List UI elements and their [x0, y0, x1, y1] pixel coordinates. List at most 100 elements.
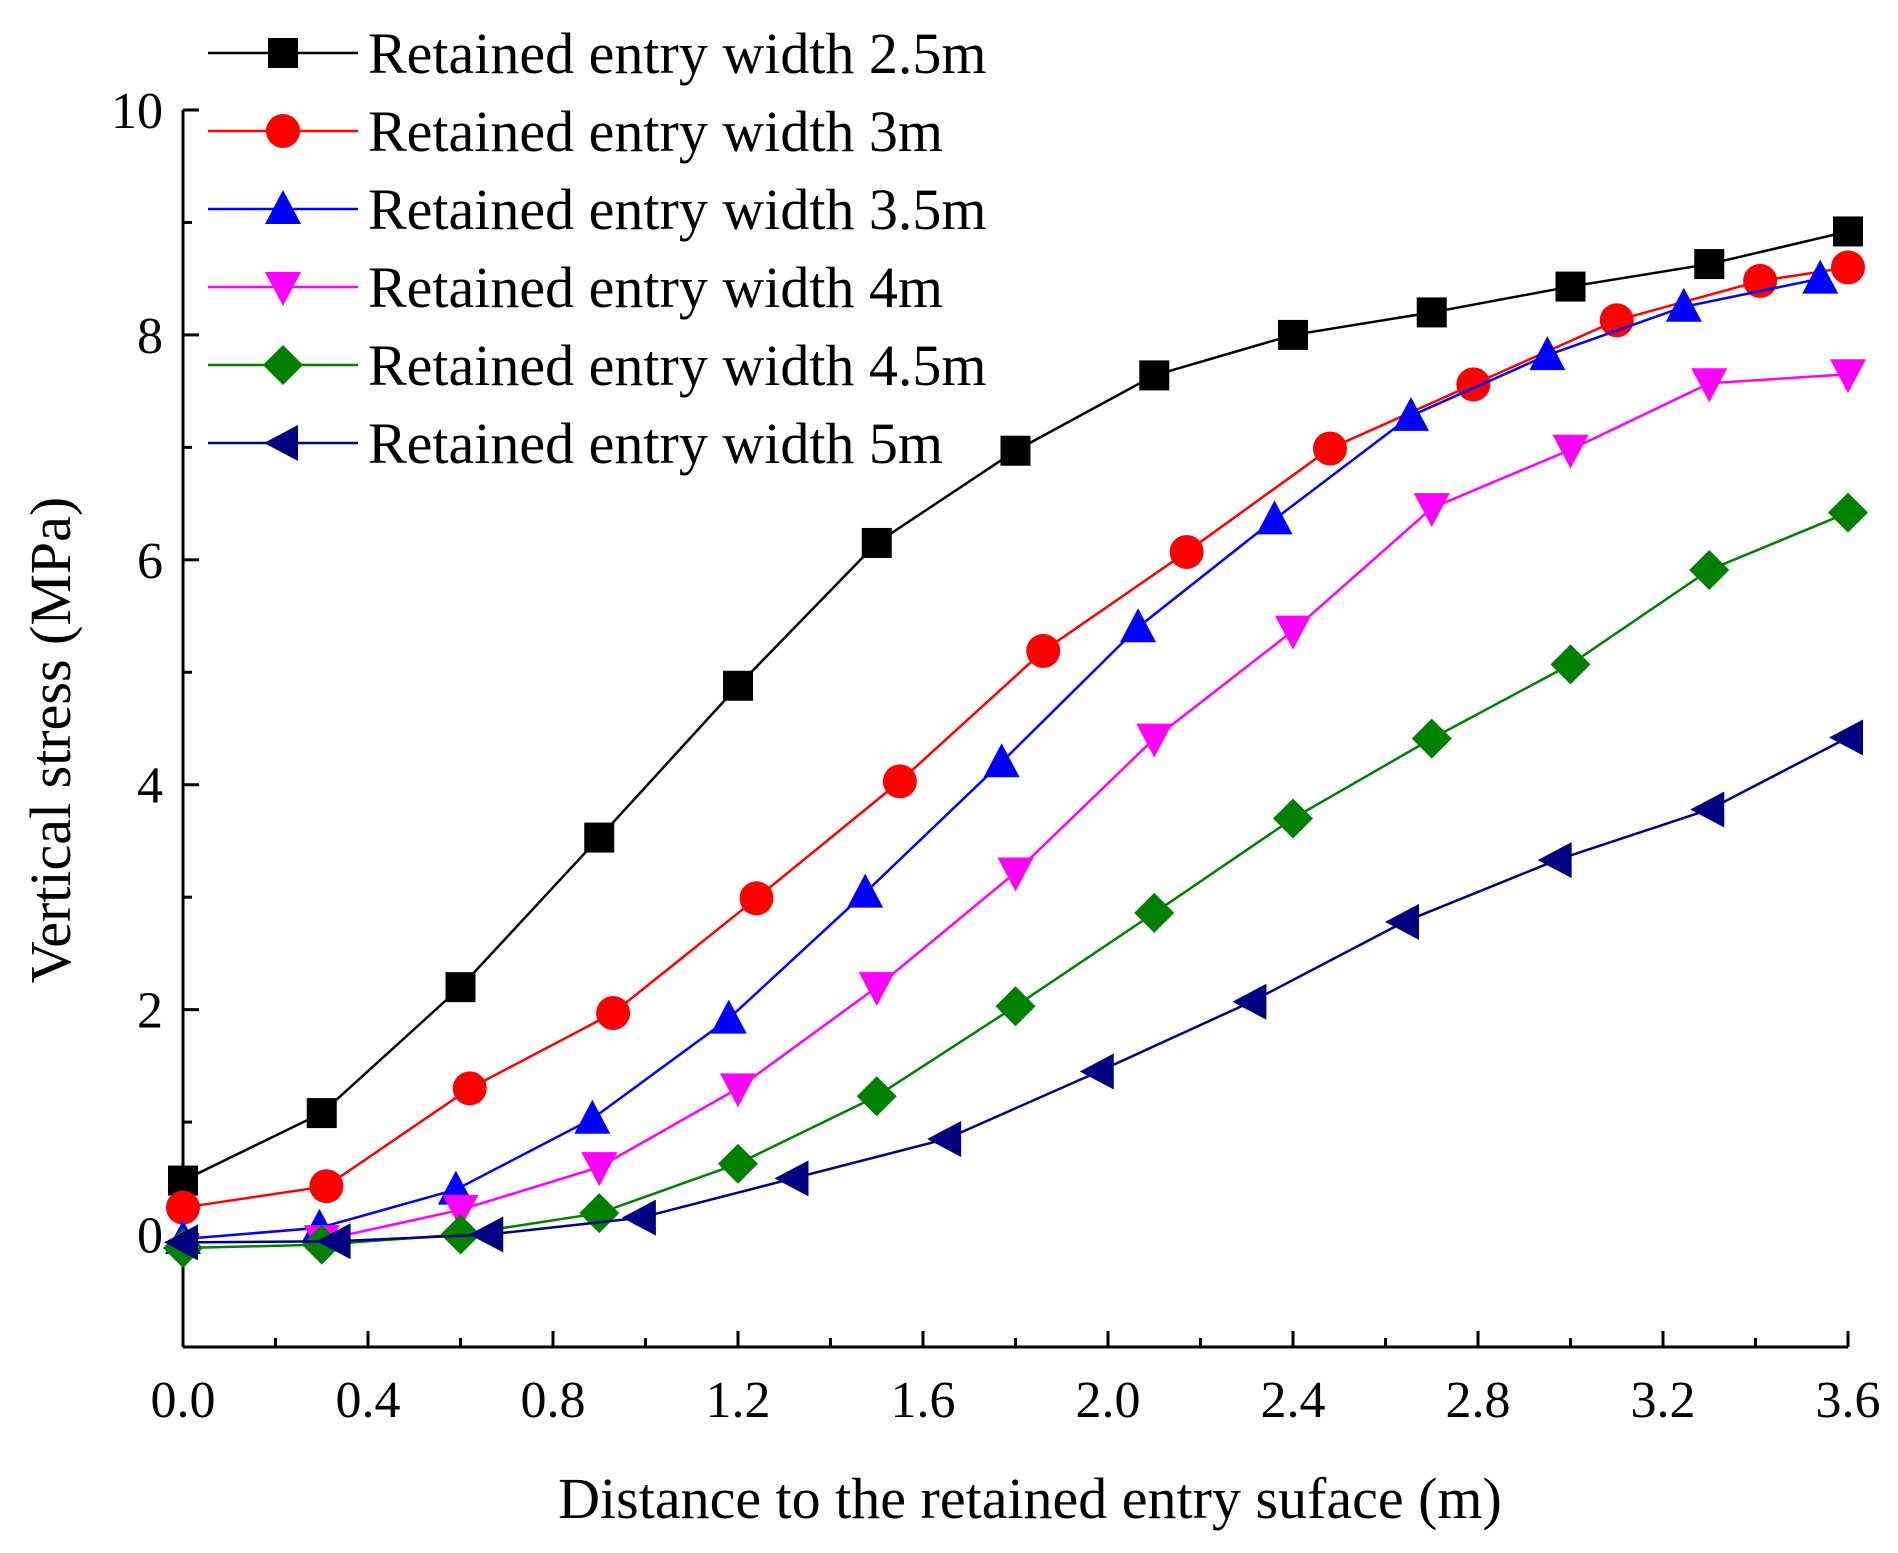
legend-entry: Retained entry width 4m	[208, 255, 943, 320]
legend-label: Retained entry width 4m	[368, 255, 943, 320]
legend-label: Retained entry width 2.5m	[368, 21, 987, 86]
data-point	[1802, 259, 1839, 294]
y-tick-label: 6	[137, 533, 163, 590]
x-tick-label: 3.6	[1816, 1372, 1881, 1429]
data-point	[718, 1143, 758, 1184]
data-point	[858, 972, 895, 1007]
data-point	[581, 1152, 618, 1187]
data-point	[856, 1076, 897, 1117]
series-line	[321, 373, 1849, 1242]
data-point	[1139, 360, 1170, 391]
x-tick-label: 2.8	[1446, 1372, 1511, 1429]
data-point	[596, 996, 631, 1031]
legend-label: Retained entry width 5m	[368, 411, 943, 476]
x-axis-title: Distance to the retained entry suface (m…	[558, 1466, 1502, 1531]
data-point	[306, 1098, 337, 1129]
data-point	[166, 1190, 200, 1225]
series-line	[182, 736, 1849, 1244]
legend-entry: Retained entry width 3m	[208, 99, 943, 164]
data-point	[1456, 367, 1491, 402]
data-point	[309, 1169, 344, 1204]
series-4	[303, 359, 1866, 1260]
legend-marker	[268, 38, 298, 68]
data-point	[1537, 842, 1572, 879]
data-point	[1232, 983, 1267, 1020]
data-point	[1313, 431, 1347, 466]
data-point	[1120, 608, 1157, 643]
y-tick-label: 0	[137, 1208, 163, 1265]
data-point	[774, 1160, 809, 1197]
data-point	[983, 743, 1020, 778]
data-point	[574, 1099, 611, 1134]
data-point	[847, 873, 884, 908]
data-point	[445, 972, 476, 1003]
data-point	[1830, 359, 1866, 394]
data-point	[1278, 319, 1308, 350]
x-tick-label: 0.8	[521, 1372, 586, 1429]
data-point	[1665, 287, 1702, 322]
x-tick-label: 3.2	[1631, 1372, 1696, 1429]
data-point	[1529, 336, 1566, 371]
plot-area	[163, 216, 1868, 1269]
y-tick-label: 8	[137, 308, 163, 365]
data-point	[316, 1223, 351, 1260]
data-point	[997, 857, 1034, 892]
y-tick-label: 4	[137, 758, 163, 815]
y-tick-label: 2	[137, 983, 163, 1040]
data-point	[1690, 791, 1725, 828]
data-point	[720, 1073, 756, 1108]
data-point	[861, 527, 892, 558]
data-point	[452, 1071, 487, 1106]
data-point	[723, 670, 753, 701]
data-point	[739, 881, 774, 916]
data-point	[1411, 718, 1452, 759]
legend-marker	[263, 345, 303, 385]
legend-entry: Retained entry width 5m	[208, 411, 943, 476]
data-point	[1026, 633, 1061, 668]
series-1	[168, 216, 1863, 1196]
data-point	[1691, 368, 1728, 403]
data-point	[927, 1120, 962, 1157]
y-axis-title: Vertical stress (MPa)	[18, 497, 83, 983]
data-point	[1000, 435, 1031, 466]
x-tick-label: 2.0	[1076, 1372, 1141, 1429]
data-point	[621, 1199, 656, 1236]
data-point	[1136, 723, 1173, 758]
legend-entry: Retained entry width 2.5m	[208, 21, 987, 86]
data-point	[442, 1194, 479, 1229]
data-point	[1694, 249, 1725, 280]
legend-label: Retained entry width 3m	[368, 99, 943, 164]
data-point	[1552, 434, 1589, 469]
legend: Retained entry width 2.5m Retained entry …	[208, 21, 987, 476]
legend-label: Retained entry width 3.5m	[368, 177, 987, 242]
data-point	[1829, 719, 1863, 756]
data-point	[1079, 1053, 1114, 1090]
legend-marker	[265, 272, 301, 306]
data-point	[1273, 798, 1313, 839]
legend-entry: Retained entry width 3.5m	[208, 177, 987, 242]
x-tick-label: 1.6	[891, 1372, 956, 1429]
data-point	[1169, 534, 1204, 569]
x-tick-label: 2.4	[1261, 1372, 1326, 1429]
data-point	[1392, 396, 1429, 431]
legend-label: Retained entry width 4.5m	[368, 333, 987, 398]
x-tick-label: 0.0	[151, 1372, 216, 1429]
data-point	[584, 822, 615, 853]
axes: 0.0 0.4 0.8 1.2 1.6 2.0 2.4 2.8 3.2 3.6 0 2 4 6 8 10	[111, 83, 1881, 1429]
data-point	[882, 764, 917, 799]
data-point	[1385, 903, 1419, 940]
data-point	[1550, 644, 1591, 685]
data-point	[1689, 549, 1730, 590]
data-point	[1828, 492, 1868, 533]
series-2	[166, 250, 1865, 1225]
x-tick-label: 0.4	[336, 1372, 401, 1429]
data-point	[1833, 216, 1863, 247]
legend-entry: Retained entry width 4.5m	[208, 333, 987, 398]
data-point	[710, 999, 747, 1034]
y-tick-label: 10	[111, 83, 163, 140]
legend-marker	[266, 114, 300, 148]
data-point	[1416, 297, 1447, 328]
data-point	[1831, 250, 1865, 285]
